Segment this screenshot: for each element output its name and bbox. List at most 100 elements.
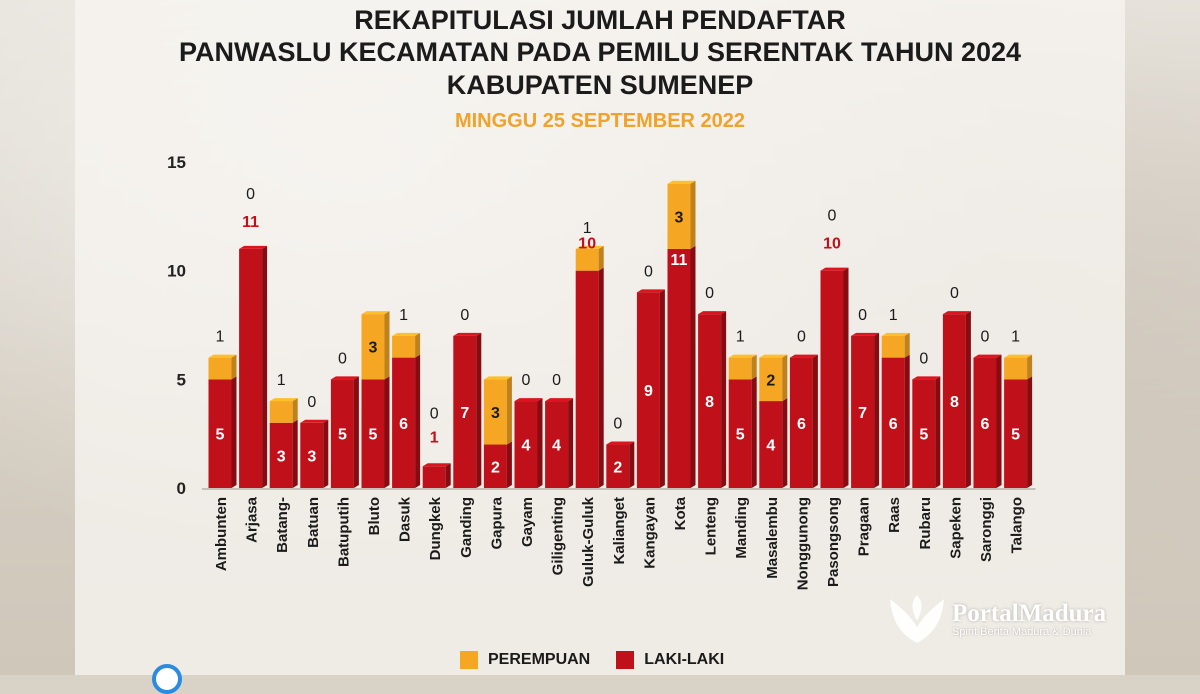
- bar-side-laki-laki: [812, 354, 818, 488]
- data-label-laki-laki: 2: [491, 459, 500, 476]
- bar-laki-laki: [942, 314, 966, 488]
- bar-top-cap: [514, 398, 543, 402]
- data-label-perempuan: 0: [981, 329, 990, 346]
- data-label-perempuan: 0: [430, 405, 439, 422]
- chart-title-line-3: KABUPATEN SUMENEP: [446, 70, 754, 100]
- bar-laki-laki: [575, 270, 599, 488]
- bar-laki-laki: [789, 357, 813, 488]
- data-label-perempuan: 1: [1011, 329, 1020, 346]
- bar-top-cap: [728, 354, 757, 358]
- bar-laki-laki: [300, 422, 324, 488]
- data-label-laki-laki: 8: [950, 394, 959, 411]
- y-tick-label: 0: [177, 479, 186, 498]
- data-label-perempuan: 0: [613, 416, 622, 433]
- data-label-perempuan: 1: [399, 307, 408, 324]
- bar-laki-laki: [330, 379, 354, 488]
- bar-laki-laki: [422, 466, 446, 488]
- bar-perempuan: [881, 335, 905, 358]
- bar-top-cap: [881, 332, 910, 336]
- data-label-perempuan: 1: [216, 329, 225, 346]
- bar-group-gayam: 4 0 Gayam: [514, 372, 543, 547]
- data-label-perempuan: 0: [552, 372, 561, 389]
- data-label-perempuan: 1: [889, 307, 898, 324]
- bar-top-cap: [820, 267, 849, 271]
- bar-side-perempuan: [231, 354, 237, 380]
- bar-side-laki-laki: [904, 354, 910, 488]
- bar-side-laki-laki: [843, 267, 849, 488]
- bar-top-cap: [483, 376, 512, 380]
- bar-side-laki-laki: [751, 376, 757, 488]
- data-label-perempuan: 1: [736, 329, 745, 346]
- x-tick-label: Talango: [1009, 497, 1026, 553]
- data-label-laki-laki: 5: [216, 427, 225, 444]
- data-label-laki-laki: 11: [242, 214, 259, 231]
- bar-perempuan: [361, 314, 385, 380]
- data-label-perempuan: 0: [246, 186, 255, 203]
- x-tick-label: Batang-: [274, 497, 291, 553]
- logo-name: PortalMadura: [952, 600, 1107, 627]
- x-tick-label: Rubaru: [917, 497, 934, 550]
- bar-top-cap: [361, 311, 390, 315]
- bar-group-batang-: 3 1 Batang-: [269, 372, 298, 553]
- bar-laki-laki: [912, 379, 936, 488]
- bar-top-cap: [789, 354, 818, 358]
- bar-laki-laki: [728, 379, 752, 488]
- chart-title-line-2: PANWASLU KECAMATAN PADA PEMILU SERENTAK …: [178, 37, 1022, 67]
- data-label-perempuan: 0: [522, 372, 531, 389]
- bar-top-cap: [392, 332, 421, 336]
- bar-side-laki-laki: [996, 354, 1002, 488]
- data-label-perempuan: 0: [644, 263, 653, 280]
- bar-top-cap: [942, 311, 971, 315]
- legend-item-laki-laki: LAKI-LAKI: [616, 651, 724, 669]
- bar-group-gapura: 2 3 Gapura: [483, 376, 512, 550]
- bar-perempuan: [575, 248, 599, 271]
- bar-side-perempuan: [751, 354, 757, 380]
- corner-badge: [152, 664, 182, 694]
- data-label-perempuan: 1: [277, 372, 286, 389]
- bar-side-laki-laki: [690, 245, 696, 488]
- bar-laki-laki: [514, 401, 538, 488]
- bar-top-cap: [912, 376, 941, 380]
- bar-perempuan: [1004, 357, 1028, 380]
- bar-side-perempuan: [1027, 354, 1033, 380]
- x-tick-label: Dungkek: [427, 496, 444, 560]
- data-label-laki-laki: 9: [644, 383, 653, 400]
- data-label-laki-laki: 6: [399, 416, 408, 433]
- bar-side-laki-laki: [415, 354, 421, 488]
- bar-side-laki-laki: [935, 376, 941, 488]
- bar-top-cap: [545, 398, 574, 402]
- bar-group-batuputih: 5 0 Batuputih: [330, 350, 359, 567]
- bar-side-laki-laki: [445, 463, 451, 488]
- bar-group-kalianget: 2 0 Kalianget: [606, 416, 635, 565]
- bar-top-cap: [667, 180, 696, 184]
- bar-group-lenteng: 8 0 Lenteng: [698, 285, 727, 555]
- bar-side-laki-laki: [353, 376, 359, 488]
- data-label-laki-laki: 6: [889, 416, 898, 433]
- x-tick-label: Kangayan: [641, 497, 658, 569]
- data-label-laki-laki: 5: [369, 427, 378, 444]
- data-label-laki-laki: 4: [766, 438, 775, 455]
- data-label-perempuan: 0: [919, 350, 928, 367]
- y-tick-label: 15: [167, 153, 186, 172]
- bar-side-laki-laki: [721, 311, 727, 488]
- bar-top-cap: [698, 311, 727, 315]
- bar-perempuan: [392, 335, 416, 358]
- data-label-perempuan: 0: [828, 208, 837, 225]
- data-label-laki-laki: 7: [460, 405, 469, 422]
- bar-group-ganding: 7 0 Ganding: [453, 307, 482, 558]
- bar-side-perempuan: [384, 311, 390, 380]
- logo-tagline: Spirit Berita Madura & Dunia: [952, 626, 1092, 638]
- bar-top-cap: [422, 463, 451, 467]
- bar-laki-laki: [698, 314, 722, 488]
- data-label-perempuan: 0: [307, 394, 316, 411]
- bar-group-ambunten: 5 1 Ambunten: [208, 329, 237, 571]
- bar-side-laki-laki: [476, 332, 482, 488]
- data-label-laki-laki: 6: [797, 416, 806, 433]
- data-label-laki-laki: 3: [307, 448, 316, 465]
- bar-laki-laki: [483, 444, 507, 488]
- bar-chart: 05101551Ambunten110Arjasa31Batang-30Batu…: [167, 153, 1036, 590]
- data-label-laki-laki: 4: [522, 438, 531, 455]
- bar-group-dasuk: 6 1 Dasuk: [392, 307, 421, 542]
- data-label-laki-laki: 11: [671, 252, 688, 269]
- bar-group-guluk-guluk: 101 Guluk-Guluk: [575, 220, 604, 587]
